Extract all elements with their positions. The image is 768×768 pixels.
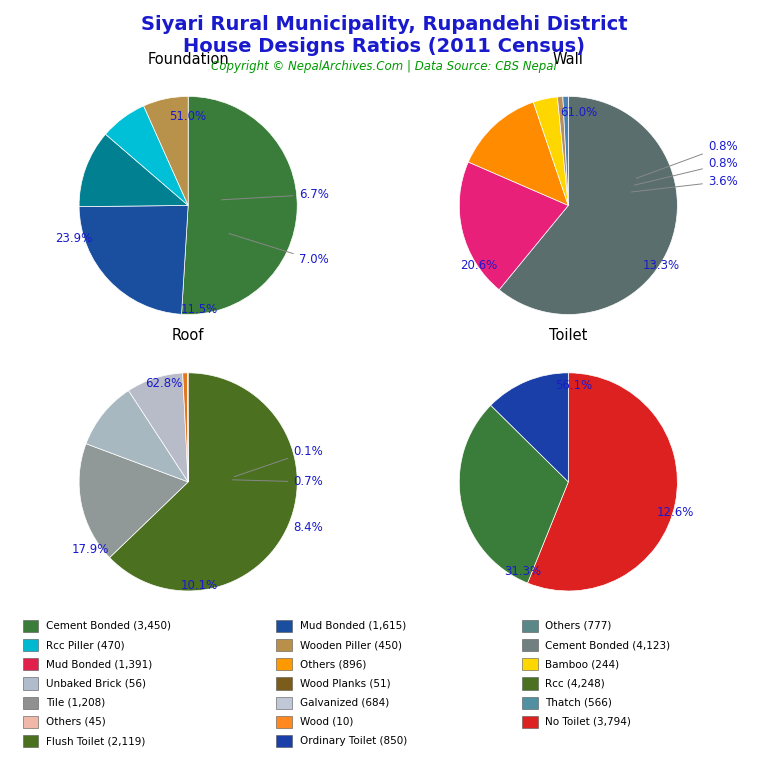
Text: Flush Toilet (2,119): Flush Toilet (2,119) <box>46 736 145 746</box>
Text: 56.1%: 56.1% <box>555 379 592 392</box>
Text: 51.0%: 51.0% <box>170 110 207 123</box>
Title: Foundation: Foundation <box>147 51 229 67</box>
Title: Wall: Wall <box>553 51 584 67</box>
Text: Mud Bonded (1,615): Mud Bonded (1,615) <box>300 621 406 631</box>
Text: Cement Bonded (4,123): Cement Bonded (4,123) <box>545 640 670 650</box>
Text: 0.1%: 0.1% <box>234 445 323 477</box>
Wedge shape <box>181 97 297 314</box>
Text: 10.1%: 10.1% <box>180 579 217 592</box>
Text: 12.6%: 12.6% <box>657 506 694 519</box>
Wedge shape <box>79 134 188 207</box>
Text: Others (777): Others (777) <box>545 621 611 631</box>
Text: Bamboo (244): Bamboo (244) <box>545 659 620 670</box>
Wedge shape <box>79 444 188 558</box>
Wedge shape <box>528 372 677 591</box>
Text: 17.9%: 17.9% <box>71 543 109 556</box>
Wedge shape <box>468 102 568 206</box>
Wedge shape <box>459 406 568 583</box>
Text: 0.7%: 0.7% <box>233 475 323 488</box>
Text: Mud Bonded (1,391): Mud Bonded (1,391) <box>46 659 152 670</box>
Wedge shape <box>144 97 188 206</box>
Wedge shape <box>79 206 188 314</box>
Title: Roof: Roof <box>172 328 204 343</box>
Text: 3.6%: 3.6% <box>631 175 737 192</box>
Text: Thatch (566): Thatch (566) <box>545 697 612 708</box>
Title: Toilet: Toilet <box>549 328 588 343</box>
Text: 0.8%: 0.8% <box>637 140 737 178</box>
Wedge shape <box>105 106 188 206</box>
Text: 7.0%: 7.0% <box>229 233 329 266</box>
Text: Others (896): Others (896) <box>300 659 366 670</box>
Wedge shape <box>558 97 568 206</box>
Text: Galvanized (684): Galvanized (684) <box>300 697 389 708</box>
Text: Siyari Rural Municipality, Rupandehi District: Siyari Rural Municipality, Rupandehi Dis… <box>141 15 627 35</box>
Wedge shape <box>563 97 568 206</box>
Text: Ordinary Toilet (850): Ordinary Toilet (850) <box>300 736 407 746</box>
Text: 20.6%: 20.6% <box>460 259 498 272</box>
Text: Rcc Piller (470): Rcc Piller (470) <box>46 640 124 650</box>
Text: 8.4%: 8.4% <box>293 521 323 535</box>
Text: Others (45): Others (45) <box>46 717 106 727</box>
Text: Copyright © NepalArchives.Com | Data Source: CBS Nepal: Copyright © NepalArchives.Com | Data Sou… <box>211 60 557 73</box>
Wedge shape <box>110 372 297 591</box>
Text: 62.8%: 62.8% <box>146 377 183 390</box>
Wedge shape <box>491 372 568 482</box>
Text: 31.3%: 31.3% <box>504 564 541 578</box>
Text: 13.3%: 13.3% <box>643 259 680 272</box>
Text: 61.0%: 61.0% <box>561 106 598 119</box>
Wedge shape <box>86 391 188 482</box>
Text: Tile (1,208): Tile (1,208) <box>46 697 105 708</box>
Text: 11.5%: 11.5% <box>180 303 217 316</box>
Wedge shape <box>459 162 568 290</box>
Text: House Designs Ratios (2011 Census): House Designs Ratios (2011 Census) <box>183 37 585 56</box>
Wedge shape <box>128 373 188 482</box>
Text: Rcc (4,248): Rcc (4,248) <box>545 678 605 689</box>
Text: Cement Bonded (3,450): Cement Bonded (3,450) <box>46 621 171 631</box>
Text: No Toilet (3,794): No Toilet (3,794) <box>545 717 631 727</box>
Wedge shape <box>183 373 188 482</box>
Text: Wooden Piller (450): Wooden Piller (450) <box>300 640 402 650</box>
Text: 0.8%: 0.8% <box>634 157 737 185</box>
Text: Wood (10): Wood (10) <box>300 717 353 727</box>
Wedge shape <box>499 97 677 314</box>
Text: Unbaked Brick (56): Unbaked Brick (56) <box>46 678 146 689</box>
Text: 6.7%: 6.7% <box>221 188 329 201</box>
Text: 23.9%: 23.9% <box>55 232 92 245</box>
Text: Wood Planks (51): Wood Planks (51) <box>300 678 390 689</box>
Wedge shape <box>533 97 568 206</box>
